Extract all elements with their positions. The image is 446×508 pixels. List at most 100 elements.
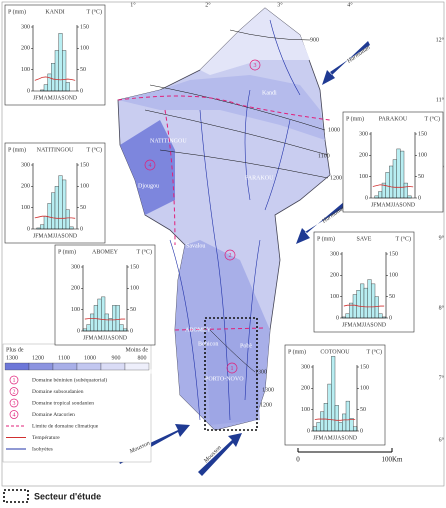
place-label: PORTO-NOVO (205, 376, 244, 382)
p-tick-label: 300 (21, 162, 30, 168)
legend-item: Domaine tropical soudanien (32, 400, 94, 406)
t-tick-label: 50 (418, 174, 424, 180)
diagram-box (313, 231, 415, 333)
temperature-line (34, 76, 76, 81)
latitude-label: 8° (439, 304, 445, 311)
t-tick-label: 0 (130, 328, 133, 334)
p-tick-label: 300 (301, 364, 310, 370)
precip-bar (342, 413, 347, 432)
latitude-label: 6° (439, 436, 445, 443)
t-tick-label: 50 (130, 307, 136, 313)
station-name: NATITINGOU (37, 147, 74, 153)
precip-bar (54, 186, 59, 230)
t-tick-label: 100 (360, 386, 369, 392)
t-tick-label: 50 (80, 205, 86, 211)
precip-bar (86, 324, 91, 332)
p-tick-label: 0 (336, 315, 339, 321)
zone-atacora (120, 120, 175, 215)
station-name: KANDI (45, 9, 64, 15)
legend-shade (52, 362, 78, 371)
p-tick-label: 300 (21, 24, 30, 30)
legend-scale-label: 1200 (32, 355, 44, 361)
precip-bar (62, 179, 67, 230)
domain-marker-label: 2 (229, 253, 232, 259)
study-area-swatch (3, 489, 29, 503)
precip-bar (47, 73, 52, 92)
legend-symbol-label: 3 (13, 401, 16, 407)
t-tick-label: 50 (389, 294, 395, 300)
precip-bar (112, 305, 117, 332)
p-tick-label: 200 (359, 153, 368, 159)
precip-bar (119, 324, 124, 332)
legend-symbol-label: 4 (13, 412, 16, 418)
place-label: NATITINGOU (150, 138, 187, 144)
precip-bar (51, 192, 56, 230)
precip-bar (54, 50, 59, 92)
month-labels: JFMAMJJASOND (371, 202, 416, 208)
place-label: ABOMEY (185, 327, 212, 333)
legend-symbol (9, 410, 19, 419)
p-tick-label: 100 (359, 174, 368, 180)
t-tick-label: 100 (389, 273, 398, 279)
p-label: P (mm) (288, 348, 306, 355)
domain-marker-label: 1 (231, 366, 234, 372)
legend-symbol (9, 398, 19, 408)
t-tick-label: 150 (80, 162, 89, 168)
precip-bar (123, 328, 128, 332)
study-area-label: Secteur d'étude (34, 491, 101, 501)
t-label: T (°C) (87, 146, 102, 153)
legend-scale-label: 800 (138, 355, 147, 361)
precip-bar (385, 172, 390, 199)
precip-bar (374, 195, 379, 199)
place-label: Kandi (262, 90, 277, 96)
precip-bar (58, 33, 63, 92)
precip-bar (338, 422, 343, 432)
place-label: Savalou (186, 243, 205, 249)
isohyet-label: 1300 (255, 369, 267, 375)
precip-bar (43, 84, 48, 92)
isohyet-label: 1200 (330, 175, 342, 181)
precip-bar (93, 305, 98, 332)
precip-bar (90, 313, 95, 332)
precip-bar (345, 313, 350, 319)
temperature-line (343, 304, 385, 308)
p-label: P (mm) (8, 146, 26, 153)
place-label: Bohicon (198, 341, 218, 347)
legend-item: Domaine Atacorien (32, 412, 75, 418)
precip-bar (352, 294, 357, 319)
rivers (169, 19, 301, 421)
domain-limits (117, 95, 331, 331)
precip-bar (349, 418, 354, 432)
zone-center-north (118, 75, 325, 140)
precip-bar (374, 296, 379, 319)
isohyet-label: 1200 (260, 402, 272, 408)
precip-bar (356, 290, 361, 319)
t-tick-label: 50 (360, 407, 366, 413)
latitude-label: 11° (436, 96, 445, 103)
p-tick-label: 0 (365, 195, 368, 201)
p-label: P (mm) (317, 235, 335, 242)
t-tick-label: 150 (130, 264, 139, 270)
scale-label: 100Km (382, 456, 404, 464)
precip-bar (58, 175, 63, 230)
p-tick-label: 300 (359, 131, 368, 137)
t-tick-label: 0 (389, 315, 392, 321)
precip-bar (367, 279, 372, 319)
t-tick-label: 0 (418, 195, 421, 201)
t-label: T (°C) (367, 348, 382, 355)
precip-bar (378, 191, 383, 199)
station-name: ABOMEY (92, 249, 119, 255)
t-tick-label: 0 (80, 88, 83, 94)
temperature-line (34, 215, 76, 219)
t-tick-label: 100 (418, 153, 427, 159)
domain-marker (226, 362, 238, 374)
latitude-label: 12° (436, 36, 445, 43)
precip-bar (360, 283, 365, 319)
legend-scale-label: 900 (112, 355, 121, 361)
temperature-line (84, 318, 126, 321)
precip-bar (101, 296, 106, 332)
precip-bar (389, 165, 394, 199)
isohyet-label: 1300 (262, 387, 274, 393)
legend-item: Limite de domaine climatique (32, 423, 99, 429)
